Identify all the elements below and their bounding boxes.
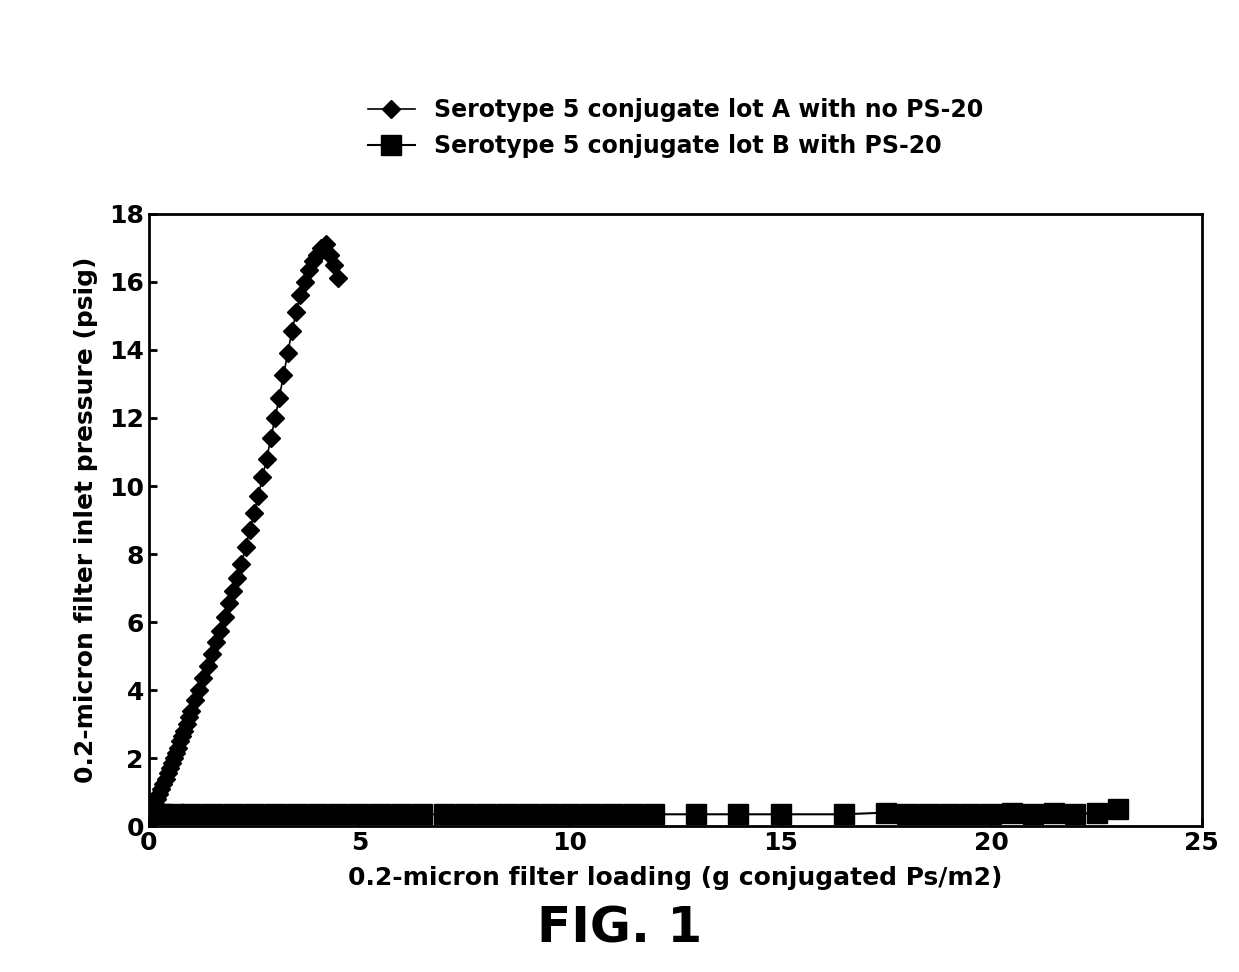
Serotype 5 conjugate lot B with PS-20 (154, 809, 169, 820)
Serotype 5 conjugate lot B with PS-20 (942, 809, 957, 820)
Serotype 5 conjugate lot B with PS-20 (204, 809, 219, 820)
Serotype 5 conjugate lot B with PS-20 (373, 809, 388, 820)
Serotype 5 conjugate lot B with PS-20 (394, 809, 409, 820)
Serotype 5 conjugate lot B with PS-20 (541, 809, 556, 820)
Serotype 5 conjugate lot B with PS-20 (225, 809, 240, 820)
Serotype 5 conjugate lot A with no PS-20 (187, 694, 202, 706)
Serotype 5 conjugate lot B with PS-20 (415, 809, 430, 820)
Serotype 5 conjugate lot A with no PS-20 (165, 757, 180, 769)
Text: FIG. 1: FIG. 1 (536, 905, 703, 953)
Serotype 5 conjugate lot B with PS-20 (689, 809, 704, 820)
Serotype 5 conjugate lot A with no PS-20 (331, 273, 346, 285)
Serotype 5 conjugate lot B with PS-20 (499, 809, 514, 820)
Serotype 5 conjugate lot B with PS-20 (289, 809, 304, 820)
Serotype 5 conjugate lot B with PS-20 (563, 809, 577, 820)
Serotype 5 conjugate lot B with PS-20 (900, 809, 914, 820)
Serotype 5 conjugate lot B with PS-20 (352, 809, 367, 820)
Serotype 5 conjugate lot B with PS-20 (773, 809, 788, 820)
Serotype 5 conjugate lot B with PS-20 (141, 809, 156, 820)
Serotype 5 conjugate lot B with PS-20 (183, 809, 198, 820)
Serotype 5 conjugate lot A with no PS-20 (171, 743, 186, 754)
Serotype 5 conjugate lot B with PS-20 (1047, 807, 1062, 818)
Serotype 5 conjugate lot B with PS-20 (731, 809, 746, 820)
Serotype 5 conjugate lot B with PS-20 (478, 809, 493, 820)
Serotype 5 conjugate lot B with PS-20 (626, 809, 641, 820)
Serotype 5 conjugate lot B with PS-20 (584, 809, 598, 820)
Y-axis label: 0.2-micron filter inlet pressure (psig): 0.2-micron filter inlet pressure (psig) (73, 257, 98, 783)
Line: Serotype 5 conjugate lot A with no PS-20: Serotype 5 conjugate lot A with no PS-20 (142, 238, 344, 822)
Serotype 5 conjugate lot B with PS-20 (605, 809, 620, 820)
Serotype 5 conjugate lot B with PS-20 (984, 809, 999, 820)
Serotype 5 conjugate lot A with no PS-20 (156, 778, 171, 789)
Serotype 5 conjugate lot A with no PS-20 (141, 811, 156, 822)
Serotype 5 conjugate lot B with PS-20 (1110, 803, 1125, 815)
Serotype 5 conjugate lot B with PS-20 (921, 809, 935, 820)
Serotype 5 conjugate lot B with PS-20 (963, 809, 978, 820)
Serotype 5 conjugate lot B with PS-20 (331, 809, 346, 820)
Serotype 5 conjugate lot B with PS-20 (1068, 809, 1083, 820)
Serotype 5 conjugate lot B with PS-20 (436, 809, 451, 820)
Serotype 5 conjugate lot B with PS-20 (1026, 809, 1041, 820)
Serotype 5 conjugate lot B with PS-20 (268, 809, 282, 820)
Serotype 5 conjugate lot A with no PS-20 (318, 239, 333, 251)
Serotype 5 conjugate lot B with PS-20 (836, 809, 851, 820)
Legend: Serotype 5 conjugate lot A with no PS-20, Serotype 5 conjugate lot B with PS-20: Serotype 5 conjugate lot A with no PS-20… (361, 91, 990, 165)
Serotype 5 conjugate lot B with PS-20 (457, 809, 472, 820)
Line: Serotype 5 conjugate lot B with PS-20: Serotype 5 conjugate lot B with PS-20 (139, 799, 1127, 824)
Serotype 5 conjugate lot A with no PS-20 (306, 256, 321, 267)
Serotype 5 conjugate lot B with PS-20 (310, 809, 325, 820)
Serotype 5 conjugate lot B with PS-20 (520, 809, 535, 820)
Serotype 5 conjugate lot B with PS-20 (247, 809, 261, 820)
X-axis label: 0.2-micron filter loading (g conjugated Ps/m2): 0.2-micron filter loading (g conjugated … (348, 866, 1002, 890)
Serotype 5 conjugate lot B with PS-20 (1089, 807, 1104, 818)
Serotype 5 conjugate lot B with PS-20 (166, 809, 181, 820)
Serotype 5 conjugate lot B with PS-20 (1005, 807, 1020, 818)
Serotype 5 conjugate lot B with PS-20 (878, 807, 893, 818)
Serotype 5 conjugate lot A with no PS-20 (327, 260, 342, 271)
Serotype 5 conjugate lot B with PS-20 (647, 809, 662, 820)
